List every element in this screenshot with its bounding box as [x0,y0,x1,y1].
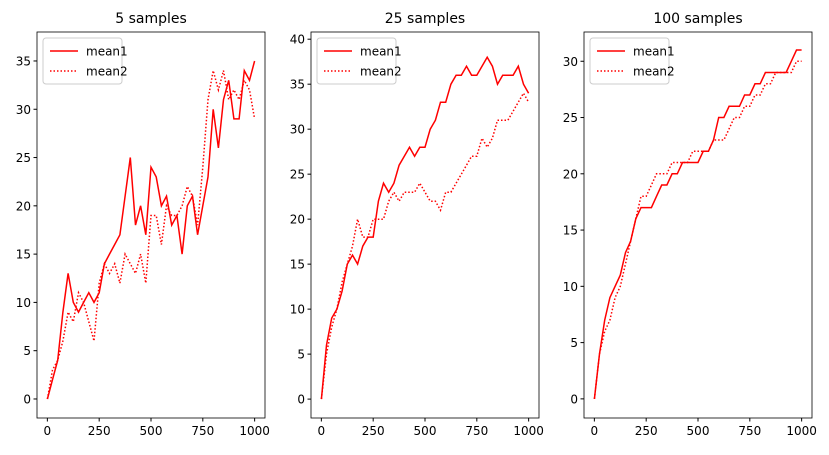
legend-label: mean2 [633,65,675,79]
series-line [46,60,256,400]
y-tick-label: 20 [563,167,578,181]
legend-box [316,37,397,85]
x-tick-label: 250 [362,424,385,438]
x-tick-label: 1000 [513,424,544,438]
subplot: 100 samples 0 5 10 15 20 25 30 0 250 500 750 1000 mea… [563,11,817,438]
legend: mean1 mean2 [316,37,402,85]
y-tick-label: 25 [563,111,578,125]
series-line [593,49,802,399]
y-tick-label: 0 [23,392,31,406]
y-tick-label: 10 [290,303,305,317]
x-tick-label: 750 [738,424,761,438]
x-tick-label: 0 [318,424,326,438]
y-tick-label: 30 [290,123,305,137]
series-line [320,55,530,400]
legend-label: mean2 [86,65,128,79]
series-line [593,60,802,399]
subplot-title: 25 samples [385,11,465,27]
axes-frame [310,31,540,419]
legend: mean1 mean2 [589,37,675,85]
legend-label: mean1 [360,45,402,59]
y-tick-label: 30 [563,55,578,69]
legend-label: mean1 [86,45,128,59]
y-tick-label: 10 [563,280,578,294]
x-tick-label: 1000 [786,424,817,438]
x-tick-label: 500 [414,424,437,438]
x-tick-label: 750 [465,424,488,438]
y-tick-label: 25 [16,151,31,165]
x-tick-label: 500 [687,424,710,438]
x-tick-label: 750 [191,424,214,438]
y-tick-label: 10 [16,296,31,310]
y-tick-label: 20 [290,213,305,227]
legend: mean1 mean2 [42,37,128,85]
y-tick-label: 0 [570,392,578,406]
y-tick-label: 25 [290,168,305,182]
x-tick-label: 0 [591,424,599,438]
legend-label: mean2 [360,65,402,79]
x-tick-label: 250 [635,424,658,438]
series-line [320,91,530,400]
y-tick-label: 15 [290,258,305,272]
y-tick-label: 30 [16,103,31,117]
x-tick-label: 1000 [239,424,270,438]
x-tick-label: 0 [44,424,52,438]
x-tick-label: 500 [140,424,163,438]
legend-box [589,37,670,85]
legend-label: mean1 [633,45,675,59]
y-tick-label: 15 [16,248,31,262]
y-tick-label: 20 [16,199,31,213]
x-tick-label: 250 [88,424,111,438]
y-tick-label: 5 [23,344,31,358]
series-line [46,70,256,400]
y-tick-label: 40 [290,33,305,47]
legend-box [42,37,123,85]
y-tick-label: 5 [570,336,578,350]
axes-frame [36,31,266,419]
y-tick-label: 0 [297,393,305,407]
subplot: 25 samples 0 5 10 15 20 25 30 35 40 0 250 500 750 1000… [290,11,544,438]
y-tick-label: 5 [297,348,305,362]
subplot: 5 samples 0 5 10 15 20 25 30 35 0 250 500 750 1000 mea… [16,11,270,438]
y-tick-label: 35 [290,78,305,92]
y-tick-label: 15 [563,224,578,238]
y-tick-label: 35 [16,54,31,68]
subplot-title: 100 samples [653,11,742,27]
axes-frame [583,31,813,419]
subplot-title: 5 samples [115,11,187,27]
